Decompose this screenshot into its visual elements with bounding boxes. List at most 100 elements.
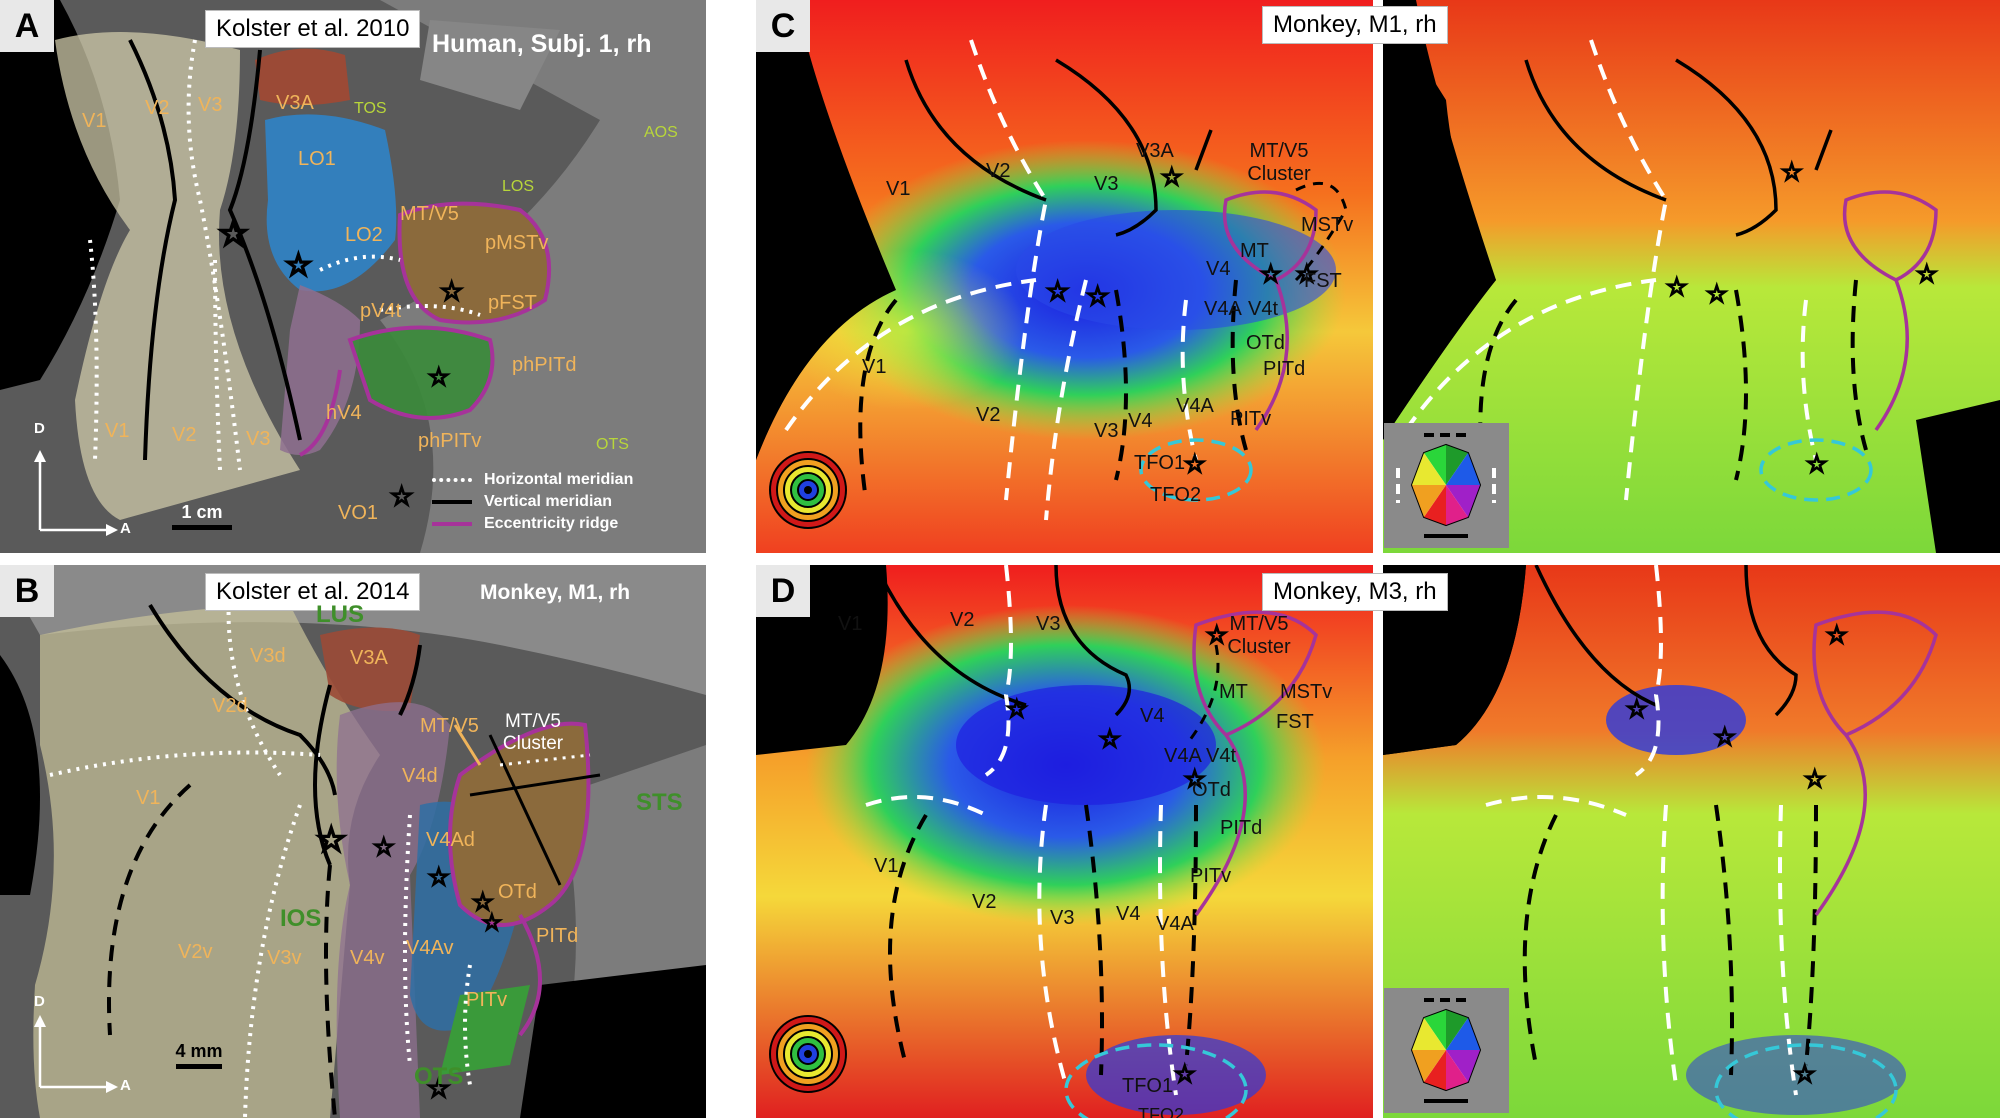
map-d-right — [1383, 565, 2000, 1118]
legend-item: Vertical meridian — [432, 491, 633, 513]
scale-line — [172, 525, 232, 530]
area-label: V1 — [862, 356, 887, 378]
area-label: V1 — [105, 420, 130, 442]
area-label: V1 — [886, 178, 911, 200]
area-label: phPITd — [512, 354, 577, 376]
map-c-right — [1383, 0, 2000, 553]
area-label: V4A — [1156, 913, 1194, 935]
area-v1-v3-region — [55, 32, 300, 520]
area-label: VO1 — [338, 502, 379, 524]
area-label: V3A — [350, 647, 388, 669]
area-lo — [265, 114, 397, 292]
svg-text:☆: ☆ — [428, 864, 450, 891]
area-hv4 — [280, 285, 360, 455]
sulcus-label: OTS — [596, 436, 629, 453]
svg-text:☆: ☆ — [1666, 274, 1688, 301]
area-label: pMSTv — [485, 232, 549, 254]
panel-d-maps: ☆ ☆ ☆ ☆ ☆ ☆ ☆ ☆ ☆ ☆ — [756, 565, 2000, 1118]
subject-label: Human, Subj. 1, rh — [432, 30, 652, 58]
area-label: V4Av — [406, 937, 454, 959]
area-label: V2 — [950, 609, 975, 631]
area-label: V1 — [874, 855, 899, 877]
area-label: PITv — [1190, 865, 1232, 887]
panel-label: D — [756, 565, 810, 617]
svg-text:☆: ☆ — [1086, 281, 1109, 311]
area-label: V2v — [178, 941, 213, 963]
panel-title: Monkey, M1, rh — [1262, 6, 1448, 44]
area-label: TFO1 — [1122, 1075, 1174, 1097]
svg-text:☆: ☆ — [316, 821, 346, 859]
polar-angle-key — [1384, 988, 1509, 1113]
area-label: V2 — [972, 891, 997, 913]
panel-label: C — [756, 0, 810, 52]
area-label: MSTv — [1280, 681, 1333, 703]
panel-label: B — [0, 565, 54, 617]
legend-item: Horizontal meridian — [432, 469, 633, 491]
area-label: V4A — [1204, 298, 1242, 320]
area-label: V4 — [1116, 903, 1141, 925]
svg-text:☆: ☆ — [1706, 281, 1728, 308]
sulcus-label: STS — [636, 789, 683, 816]
svg-text:☆: ☆ — [390, 481, 413, 511]
legend: Horizontal meridian Vertical meridian Ec… — [432, 469, 633, 535]
area-label: V3A — [276, 92, 314, 114]
area-label: V3 — [1094, 420, 1119, 442]
panel-b-flatmap: ☆ ☆ ☆ ☆ ☆ ☆ — [0, 565, 706, 1118]
panel-b-medial-wall — [0, 655, 40, 895]
area-label: PITd — [536, 925, 579, 947]
area-label: V2 — [172, 424, 197, 446]
panel-a-flatmap: ☆ ☆ ☆ ☆ ☆ — [0, 0, 706, 553]
area-label: MT — [1240, 240, 1269, 262]
area-label: V3d — [250, 645, 286, 667]
panel-c: ☆ ☆ ☆ ☆ ☆ ☆ ☆ ☆ ☆ ☆ ☆ — [756, 0, 2000, 553]
area-v3a — [255, 48, 350, 105]
area-label: PITd — [1263, 358, 1306, 380]
area-phpit — [350, 327, 493, 418]
area-label: FST — [1276, 711, 1314, 733]
scale-bar: 1 cm — [172, 502, 232, 530]
area-label: MSTv — [1301, 214, 1354, 236]
sulcus-label: OTS — [414, 1063, 464, 1090]
area-label: V2 — [976, 404, 1001, 426]
area-label: PITd — [1220, 817, 1263, 839]
svg-text:☆: ☆ — [1714, 724, 1736, 751]
area-label: V4d — [402, 765, 438, 787]
area-label: V2 — [986, 160, 1011, 182]
area-label: V2 — [145, 97, 170, 119]
compass-anterior: A — [120, 520, 131, 537]
svg-text:☆: ☆ — [1006, 696, 1028, 723]
area-label: hV4 — [326, 402, 362, 424]
sulcus-label: LUS — [316, 601, 364, 628]
area-label: V1 — [136, 787, 161, 809]
svg-text:☆: ☆ — [1184, 766, 1206, 793]
scale-label: 4 mm — [175, 1041, 223, 1061]
area-label: pV4t — [360, 300, 402, 322]
panel-a-compass — [34, 450, 118, 536]
panel-b: ☆ ☆ ☆ ☆ ☆ ☆ B Kolster et al. 2014 Monkey… — [0, 565, 706, 1118]
area-label: MT/V5 Cluster — [1247, 140, 1311, 185]
area-label: phPITv — [418, 430, 482, 452]
citation-label: Kolster et al. 2014 — [205, 573, 421, 611]
svg-text:☆: ☆ — [428, 364, 450, 391]
area-label: V3A — [1136, 140, 1174, 162]
scale-line — [176, 1064, 222, 1069]
area-label: LO2 — [345, 224, 383, 246]
polar-angle-key — [1384, 423, 1509, 548]
eccentricity-key — [769, 451, 847, 529]
panel-c-maps: ☆ ☆ ☆ ☆ ☆ ☆ ☆ ☆ ☆ ☆ ☆ — [756, 0, 2000, 553]
area-pitv — [440, 985, 530, 1075]
area-label: OTd — [1246, 332, 1285, 354]
svg-text:☆: ☆ — [1626, 696, 1648, 723]
svg-text:☆: ☆ — [1206, 622, 1228, 649]
svg-text:☆: ☆ — [1804, 766, 1826, 793]
area-label: MT/V5 Cluster — [1227, 613, 1291, 658]
svg-text:☆: ☆ — [218, 215, 248, 253]
area-label: V3 — [1050, 907, 1075, 929]
area-label: V4t — [1206, 745, 1237, 767]
area-label: MT — [1219, 681, 1248, 703]
sulcus-label: LOS — [502, 178, 535, 195]
sulcus-label: TOS — [354, 100, 387, 117]
area-label: MT/V5 — [400, 203, 459, 225]
area-label: pFST — [488, 292, 537, 314]
area-v3a — [320, 627, 420, 711]
